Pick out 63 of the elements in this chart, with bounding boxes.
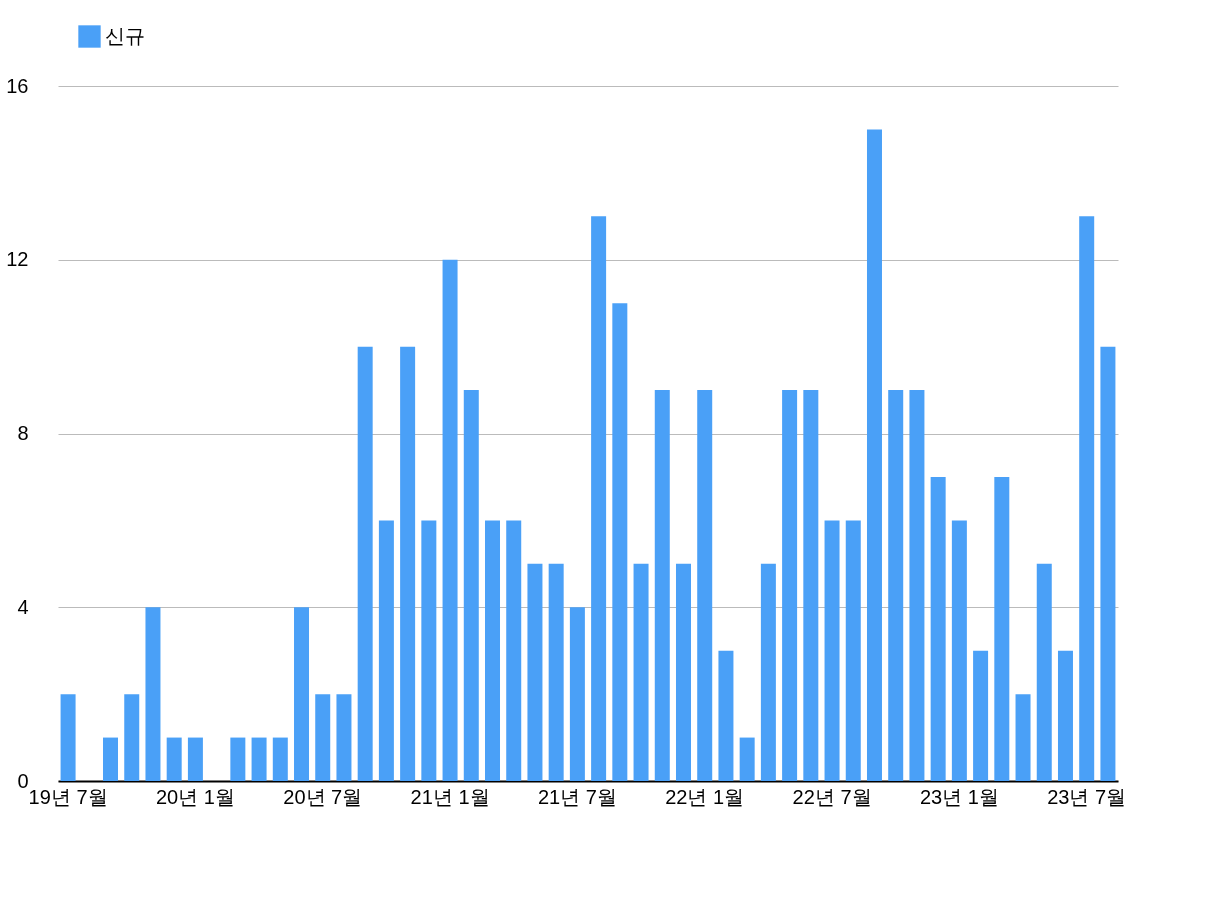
x-tick-label: 22년 1월 <box>665 785 745 808</box>
bar <box>272 737 288 781</box>
bar <box>145 607 161 781</box>
y-tick-label: 12 <box>6 248 29 271</box>
y-tick-label: 16 <box>6 74 29 97</box>
bar <box>60 694 76 781</box>
bar <box>718 650 734 781</box>
bar <box>591 216 607 781</box>
bar <box>1100 346 1116 781</box>
bar <box>506 520 522 781</box>
bar <box>760 563 776 781</box>
bar <box>378 520 394 781</box>
bar <box>633 563 649 781</box>
bar <box>739 737 755 781</box>
y-tick-label: 8 <box>17 422 29 444</box>
bar <box>103 737 119 781</box>
bar <box>400 346 416 781</box>
bar <box>866 129 882 781</box>
bar <box>612 303 628 781</box>
bar <box>336 694 352 781</box>
bar <box>527 563 543 781</box>
bar <box>187 737 203 781</box>
bar <box>1079 216 1095 781</box>
bar <box>1015 694 1031 781</box>
bar <box>548 563 564 781</box>
x-tick-label: 20년 7월 <box>283 785 363 808</box>
bar <box>357 346 373 781</box>
bar <box>951 520 967 781</box>
bar <box>166 737 182 781</box>
bar <box>803 390 819 781</box>
bar <box>1057 650 1073 781</box>
bar <box>124 694 140 781</box>
bar <box>230 737 246 781</box>
bar <box>294 607 310 781</box>
legend-label: 신규 <box>105 24 145 47</box>
bar <box>888 390 904 781</box>
bar <box>315 694 331 781</box>
x-tick-label: 19년 7월 <box>28 785 108 808</box>
bar <box>251 737 267 781</box>
bar <box>697 390 713 781</box>
bar <box>994 476 1010 781</box>
y-tick-label: 0 <box>17 769 29 792</box>
x-tick-label: 20년 1월 <box>155 785 235 808</box>
bar <box>463 390 479 781</box>
bar <box>909 390 925 781</box>
bar <box>676 563 691 781</box>
bar <box>845 520 861 781</box>
bar <box>442 259 458 781</box>
bar <box>569 607 585 781</box>
bar <box>782 390 798 781</box>
x-tick-label: 23년 7월 <box>1047 785 1127 808</box>
x-tick-label: 21년 7월 <box>537 785 617 808</box>
bar <box>654 390 670 781</box>
bar <box>930 476 946 781</box>
bar <box>421 520 437 781</box>
x-tick-label: 21년 1월 <box>410 785 490 808</box>
bar <box>973 650 989 781</box>
x-tick-label: 23년 1월 <box>919 785 999 808</box>
bar <box>1036 563 1052 781</box>
bar <box>824 520 840 781</box>
bar <box>485 520 500 781</box>
y-tick-label: 4 <box>17 595 29 618</box>
x-tick-label: 22년 7월 <box>792 785 872 808</box>
